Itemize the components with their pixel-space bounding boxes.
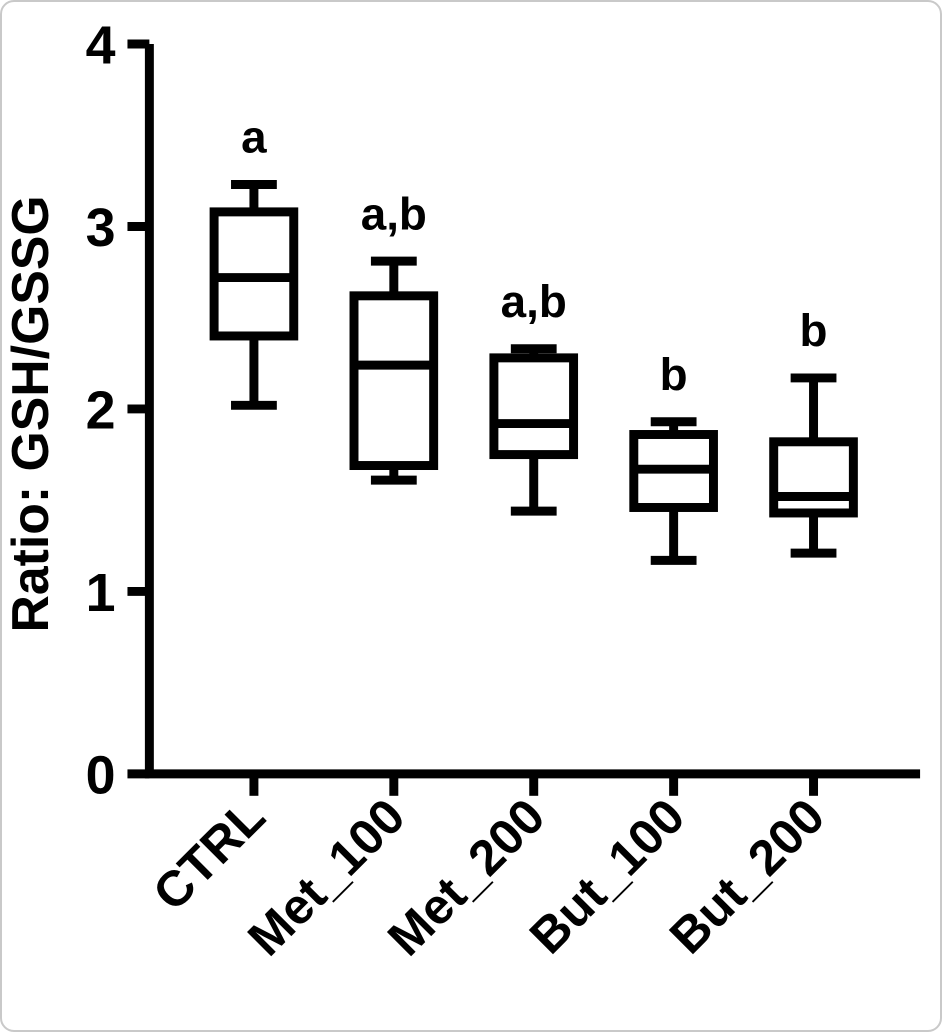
significance-annotation: a bbox=[241, 112, 267, 163]
category-label: But_100 bbox=[519, 788, 696, 965]
y-tick-label: 1 bbox=[86, 563, 116, 623]
y-tick-label: 0 bbox=[86, 745, 116, 805]
significance-annotation: a,b bbox=[361, 188, 427, 239]
significance-annotation: b bbox=[800, 305, 828, 356]
category-label: Met_200 bbox=[377, 788, 555, 966]
significance-annotation: a,b bbox=[501, 276, 567, 327]
significance-annotation: b bbox=[660, 349, 688, 400]
category-label: CTRL bbox=[142, 788, 275, 921]
y-tick-label: 4 bbox=[86, 15, 116, 75]
iqr-box bbox=[349, 291, 439, 471]
iqr-box bbox=[489, 353, 579, 460]
category-label: But_200 bbox=[659, 788, 836, 965]
iqr-box bbox=[769, 437, 858, 518]
y-tick-label: 3 bbox=[86, 198, 116, 258]
y-tick-label: 2 bbox=[86, 380, 116, 440]
y-axis-label: Ratio: GSH/GSSG bbox=[2, 195, 59, 632]
